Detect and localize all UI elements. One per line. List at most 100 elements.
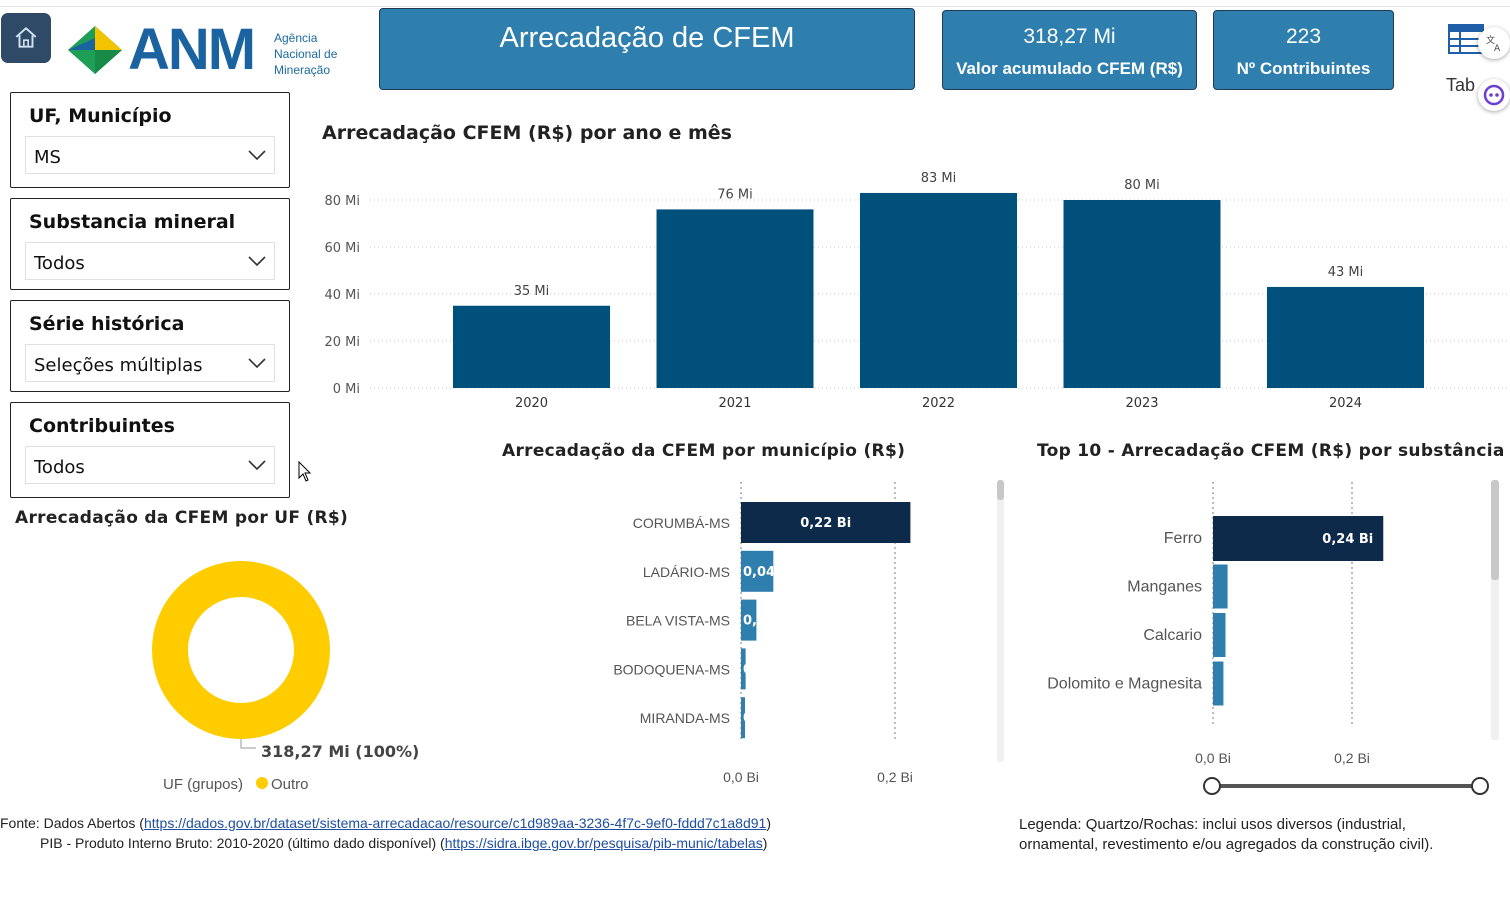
legend-entry: Outro — [271, 776, 309, 793]
table-icon[interactable] — [1448, 24, 1484, 54]
translate-button[interactable]: 文 A — [1478, 27, 1510, 59]
donut-data-label: 318,27 Mi (100%) — [261, 742, 419, 761]
category-label: MIRANDA-MS — [640, 710, 730, 726]
label-leader-line — [240, 739, 256, 749]
data-label: 0 — [743, 662, 752, 677]
filter-title: UF, Município — [29, 105, 172, 127]
category-label: CORUMBÁ-MS — [633, 515, 730, 531]
svg-text:A: A — [1494, 44, 1501, 52]
range-slider-min-handle[interactable] — [1203, 777, 1221, 795]
chart-municipio: 0,0 Bi 0,2 Bi CORUMBÁ-MS 0,22 Bi LADÁRIO-MS 0… — [613, 480, 1004, 785]
chevron-down-icon — [248, 256, 266, 267]
legend-swatch — [256, 777, 268, 789]
legenda-line1: Legenda: Quartzo/Rochas: inclui usos div… — [1019, 816, 1406, 833]
scrollbar-thumb — [997, 480, 1004, 500]
tab-label[interactable]: Tab — [1446, 75, 1476, 95]
filter-title: Substancia mineral — [29, 211, 236, 233]
bar-LADÁRIO-MS — [741, 550, 774, 592]
source-suffix: ) — [762, 835, 768, 851]
mouse-cursor-icon — [298, 461, 312, 482]
source-pib: PIB - Produto Interno Bruto: 2010-2020 (… — [40, 835, 767, 851]
data-label: 0,04 — [743, 565, 775, 580]
data-label: 0, — [743, 614, 757, 629]
category-label: Manganes — [1127, 579, 1202, 596]
x-tick-label: 2020 — [515, 396, 548, 411]
scrollbar-track — [997, 480, 1004, 762]
data-label-clip: 0, — [743, 614, 757, 629]
source-prefix: PIB - Produto Interno Bruto: 2010-2020 (… — [40, 835, 445, 851]
bar-Calcario — [1213, 613, 1226, 657]
filter-title: Série histórica — [29, 313, 185, 335]
legend-title: UF (grupos) — [163, 776, 243, 793]
y-tick-label: 40 Mi — [324, 288, 360, 303]
contribuintes-dropdown[interactable]: Todos — [25, 446, 275, 484]
x-tick-label: 0,0 Bi — [1195, 750, 1231, 766]
org-wordmark: ANM — [128, 17, 256, 82]
data-label: 0,22 Bi — [800, 516, 851, 531]
category-label: Ferro — [1164, 530, 1202, 547]
uf-municipio-dropdown[interactable]: MS — [25, 136, 275, 174]
chevron-down-icon — [248, 150, 266, 161]
kpi-label: Nº Contribuintes — [1236, 59, 1371, 78]
dropdown-value: MS — [34, 147, 61, 168]
bar-MIRANDA-MS — [741, 697, 745, 739]
kpi-contribuintes: 223 Nº Contribuintes — [1213, 10, 1394, 90]
x-tick-label: 0,2 Bi — [877, 769, 913, 785]
category-label: Dolomito e Magnesita — [1047, 676, 1202, 693]
kpi-valor-acumulado: 318,27 Mi Valor acumulado CFEM (R$) — [942, 10, 1197, 90]
filter-uf-municipio: UF, Município MS — [10, 92, 290, 188]
data-label: 83 Mi — [921, 171, 957, 186]
category-label: LADÁRIO-MS — [643, 564, 730, 580]
legenda-line2: ornamental, revestimento e/ou agregados … — [1019, 836, 1434, 853]
chevron-down-icon — [248, 460, 266, 471]
serie-historica-dropdown[interactable]: Seleções múltiplas — [25, 344, 275, 382]
svg-text:文: 文 — [1486, 34, 1495, 46]
source-prefix: Fonte: Dados Abertos ( — [0, 815, 144, 831]
bar-Ferro — [1213, 516, 1384, 561]
home-button[interactable] — [1, 13, 51, 63]
x-tick-label: 2022 — [922, 396, 955, 411]
range-slider-max-handle[interactable] — [1471, 777, 1489, 795]
kpi-value: 223 — [1285, 25, 1322, 48]
y-tick-label: 60 Mi — [324, 241, 360, 256]
data-label: 80 Mi — [1124, 178, 1160, 193]
chart-uf-donut: 318,27 Mi (100%) UF (grupos) Outro — [152, 561, 419, 793]
data-label-clip: 0,04 — [743, 565, 775, 580]
bar-BODOQUENA-MS — [741, 648, 746, 690]
substancia-dropdown[interactable]: Todos — [25, 242, 275, 280]
anm-logo-icon — [68, 26, 122, 74]
dropdown-value: Todos — [34, 457, 85, 478]
filter-contribuintes: Contribuintes Todos — [10, 402, 290, 498]
source-pib-link[interactable]: https://sidra.ibge.gov.br/pesquisa/pib-m… — [444, 835, 763, 851]
top-divider — [0, 6, 1510, 7]
data-label-clip: 0 — [743, 662, 752, 677]
category-label: Calcario — [1143, 627, 1202, 644]
x-tick-label: 2021 — [718, 396, 751, 411]
bar-CORUMBÁ-MS — [741, 502, 911, 543]
bar-2024 — [1267, 286, 1424, 388]
donut-slice-Outro — [152, 561, 330, 739]
chevron-down-icon — [248, 358, 266, 369]
category-label: BODOQUENA-MS — [613, 661, 730, 677]
source-suffix: ) — [766, 815, 771, 831]
bar-2022 — [860, 192, 1017, 388]
y-tick-label: 20 Mi — [324, 335, 360, 350]
source-dados-link[interactable]: https://dados.gov.br/dataset/sistema-arr… — [143, 815, 767, 831]
bar-BELA VISTA-MS — [741, 599, 757, 641]
data-label: 0,24 Bi — [1322, 532, 1373, 547]
source-dados-abertos: Fonte: Dados Abertos (https://dados.gov.… — [0, 815, 771, 831]
filter-substancia: Substancia mineral Todos — [10, 198, 290, 290]
assistant-icon — [1483, 84, 1505, 106]
bar-2023 — [1063, 200, 1221, 388]
bar-Dolomito e Magnesita — [1213, 661, 1224, 706]
data-label: 0 — [743, 711, 752, 726]
bar-Manganes — [1213, 564, 1228, 609]
x-tick-label: 2024 — [1329, 396, 1362, 411]
bar-2021 — [656, 209, 814, 388]
x-tick-label: 0,2 Bi — [1334, 750, 1370, 766]
page-title: Arrecadação de CFEM — [379, 8, 915, 90]
filter-title: Contribuintes — [29, 415, 175, 437]
assistant-button[interactable] — [1478, 79, 1510, 111]
org-name-line2: Nacional de — [274, 47, 338, 61]
chart-municipio-title: Arrecadação da CFEM por município (R$) — [502, 441, 906, 461]
